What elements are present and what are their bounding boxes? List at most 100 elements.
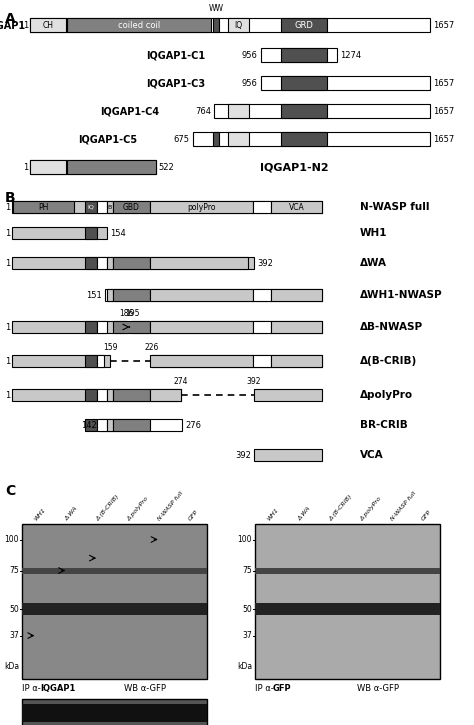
Text: 1: 1 <box>5 323 10 331</box>
Bar <box>85 257 97 269</box>
Text: coiled coil: coiled coil <box>118 20 160 30</box>
Bar <box>150 201 253 213</box>
Text: 764: 764 <box>195 107 211 115</box>
Bar <box>281 132 327 146</box>
Bar <box>228 104 249 118</box>
Bar <box>85 201 97 213</box>
Bar <box>132 321 322 333</box>
Bar <box>67 160 156 174</box>
Bar <box>254 389 322 401</box>
Bar <box>107 419 113 431</box>
Bar <box>100 419 182 431</box>
Text: 1: 1 <box>23 162 28 172</box>
Bar <box>253 355 271 367</box>
Bar <box>255 568 440 573</box>
Bar <box>105 289 322 301</box>
Text: N-WASP full: N-WASP full <box>157 491 184 522</box>
Bar <box>150 289 253 301</box>
Text: GFP: GFP <box>188 510 200 522</box>
Bar <box>30 18 430 32</box>
Text: N-WASP full: N-WASP full <box>390 491 417 522</box>
Text: 1: 1 <box>5 202 10 212</box>
Bar <box>22 524 207 679</box>
Text: 1657: 1657 <box>433 135 454 144</box>
Text: IQGAP1: IQGAP1 <box>0 20 25 30</box>
Text: IQGAP1-C5: IQGAP1-C5 <box>79 134 138 144</box>
Text: 100: 100 <box>4 535 19 544</box>
Text: 37: 37 <box>9 631 19 640</box>
Text: N-WASP full: N-WASP full <box>360 202 429 212</box>
Bar <box>97 389 107 401</box>
Bar <box>255 603 440 616</box>
Bar <box>214 104 430 118</box>
Bar <box>150 321 253 333</box>
Text: IP α-: IP α- <box>22 684 41 693</box>
Text: 142: 142 <box>81 420 97 429</box>
Bar <box>12 227 107 239</box>
Text: 154: 154 <box>110 228 126 238</box>
Text: 1657: 1657 <box>433 20 454 30</box>
Bar <box>12 201 322 213</box>
Text: 675: 675 <box>173 135 190 144</box>
Text: CH: CH <box>43 20 54 30</box>
Text: IQ: IQ <box>88 204 94 210</box>
Bar <box>271 321 322 333</box>
Bar <box>113 321 150 333</box>
Text: ΔpolyPro: ΔpolyPro <box>360 390 413 400</box>
Text: 392: 392 <box>247 377 261 386</box>
Bar <box>255 524 440 679</box>
Bar <box>30 160 66 174</box>
Bar <box>22 704 207 722</box>
Text: 1: 1 <box>5 391 10 399</box>
Bar <box>113 419 150 431</box>
Bar <box>97 257 107 269</box>
Bar <box>113 389 150 401</box>
Text: PH: PH <box>38 202 48 212</box>
Bar <box>85 389 97 401</box>
Text: IQGAP1-C1: IQGAP1-C1 <box>146 50 206 60</box>
Text: 1: 1 <box>23 20 28 30</box>
Bar <box>107 389 113 401</box>
Bar <box>253 201 271 213</box>
Text: A: A <box>5 12 16 26</box>
Text: 37: 37 <box>242 631 252 640</box>
Text: Δ polyPro: Δ polyPro <box>359 496 382 522</box>
Bar <box>22 699 207 725</box>
Text: 1: 1 <box>5 357 10 365</box>
Bar <box>12 257 254 269</box>
Bar <box>12 355 110 367</box>
Bar <box>253 289 271 301</box>
Text: 1657: 1657 <box>433 78 454 88</box>
Text: IQGAP1: IQGAP1 <box>40 684 75 693</box>
Text: Δ (B-CRIB): Δ (B-CRIB) <box>95 494 120 522</box>
Bar <box>85 321 97 333</box>
Bar <box>107 201 113 213</box>
Text: B: B <box>5 191 16 205</box>
Text: GFP: GFP <box>273 684 292 693</box>
Text: 1274: 1274 <box>340 51 362 59</box>
Bar <box>107 289 113 301</box>
Bar <box>97 355 104 367</box>
Text: 75: 75 <box>9 566 19 575</box>
Text: ΔWA: ΔWA <box>360 258 387 268</box>
Text: 186: 186 <box>119 309 134 318</box>
Text: Δ (B-CRIB): Δ (B-CRIB) <box>328 494 353 522</box>
Bar <box>113 201 150 213</box>
Bar <box>97 201 107 213</box>
Bar <box>261 76 430 90</box>
Text: polyPro: polyPro <box>187 202 216 212</box>
Text: 159: 159 <box>103 343 118 352</box>
Text: C: C <box>5 484 15 498</box>
Text: 1: 1 <box>5 228 10 238</box>
Text: 195: 195 <box>125 309 140 318</box>
Text: 50: 50 <box>242 605 252 614</box>
Text: B: B <box>108 204 112 210</box>
Text: Δ WA: Δ WA <box>64 506 79 522</box>
Text: WH1: WH1 <box>266 507 280 522</box>
Bar <box>67 18 211 32</box>
Text: WH1: WH1 <box>360 228 388 238</box>
Text: WW: WW <box>209 4 224 13</box>
Text: Δ(B-CRIB): Δ(B-CRIB) <box>360 356 417 366</box>
Bar <box>271 201 322 213</box>
Bar <box>12 321 127 333</box>
